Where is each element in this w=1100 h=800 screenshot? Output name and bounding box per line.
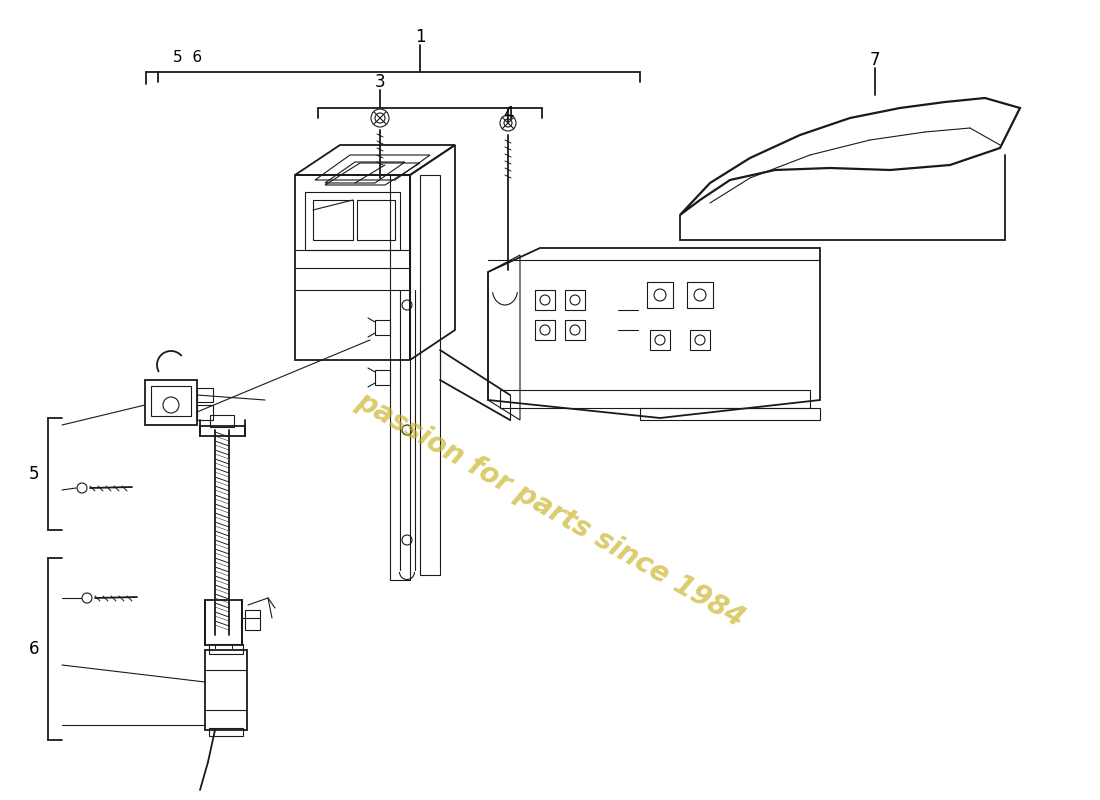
Text: 7: 7 <box>870 51 880 69</box>
Bar <box>209 728 243 736</box>
Bar <box>305 192 400 250</box>
Bar <box>209 644 243 654</box>
Bar <box>151 386 191 416</box>
Bar <box>358 200 395 240</box>
Text: 1: 1 <box>415 28 426 46</box>
Text: 4: 4 <box>503 105 514 123</box>
Bar <box>650 330 670 350</box>
Bar <box>565 290 585 310</box>
Bar <box>565 320 585 340</box>
Text: passion for parts since 1984: passion for parts since 1984 <box>351 387 749 633</box>
Bar <box>690 330 710 350</box>
Bar <box>245 610 260 630</box>
Text: 3: 3 <box>375 73 385 91</box>
Text: 6: 6 <box>29 640 40 658</box>
Bar <box>205 650 248 730</box>
Text: 5: 5 <box>29 465 40 483</box>
Bar <box>145 380 197 425</box>
Bar <box>535 290 556 310</box>
Text: 5  6: 5 6 <box>173 50 202 66</box>
Bar <box>314 200 353 240</box>
Bar <box>688 282 713 308</box>
Bar <box>535 320 556 340</box>
Bar <box>210 415 234 427</box>
Bar <box>647 282 673 308</box>
